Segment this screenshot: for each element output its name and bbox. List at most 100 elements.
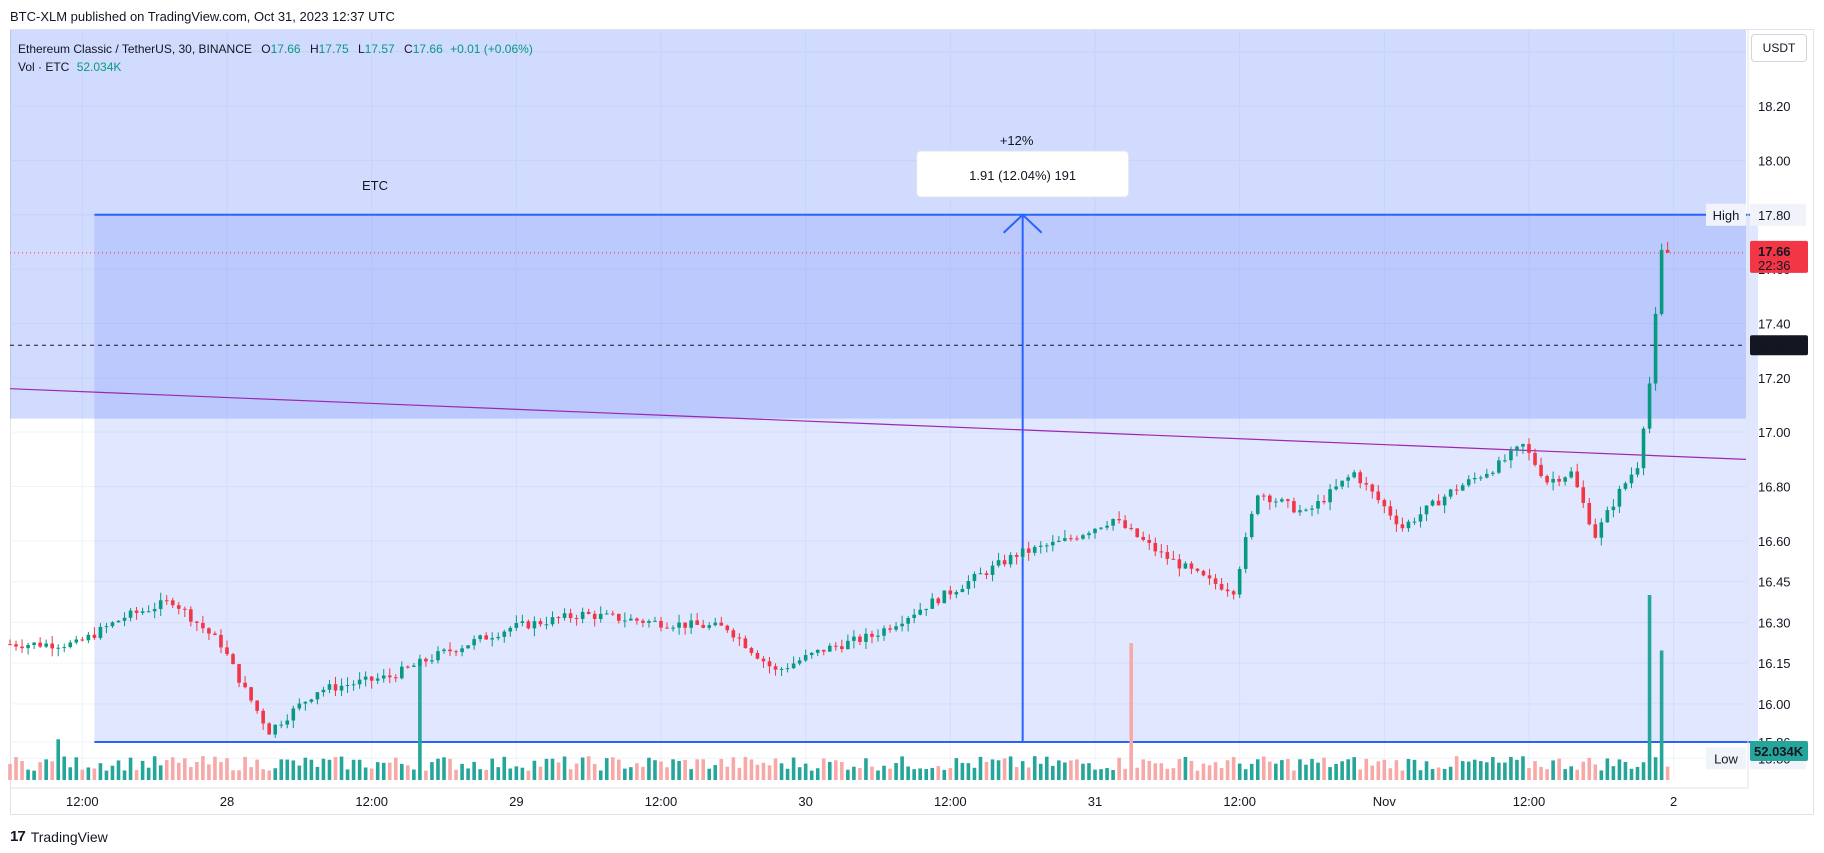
candle-body: [972, 573, 977, 582]
volume-bar: [623, 768, 627, 780]
legend-volume-label[interactable]: Vol · ETC: [18, 60, 70, 74]
candle-body: [1641, 428, 1646, 469]
crosshair-price-value: 17.32: [1758, 338, 1791, 353]
volume-bar: [924, 768, 929, 780]
candle-body: [201, 622, 205, 629]
candle-body: [876, 635, 880, 637]
candle-body: [291, 708, 296, 721]
volume-bar: [1454, 756, 1459, 780]
candle-body: [1442, 496, 1447, 506]
volume-bar: [1189, 760, 1194, 780]
tradingview-logo-icon: 17: [10, 828, 26, 845]
volume-bar: [472, 761, 476, 780]
volume-bar: [20, 760, 24, 780]
volume-bar: [26, 769, 30, 780]
volume-bar: [255, 759, 259, 780]
volume-bar: [80, 769, 85, 780]
volume-bar: [56, 739, 61, 780]
candle-body: [556, 617, 561, 619]
candle-body: [1539, 464, 1543, 477]
volume-bar: [574, 763, 579, 780]
candle-body: [954, 592, 959, 595]
volume-bar: [966, 763, 971, 780]
candle-body: [653, 620, 657, 622]
volume-bar: [207, 764, 211, 780]
legend-symbol[interactable]: Ethereum Classic / TetherUS, 30, BINANCE: [18, 42, 252, 56]
volume-bar: [556, 762, 561, 780]
volume-bar: [1460, 761, 1465, 780]
ticker-annotation: ETC: [362, 178, 388, 193]
candle-body: [1647, 383, 1652, 429]
volume-bar: [1599, 770, 1604, 780]
volume-bar: [1111, 769, 1115, 780]
volume-bar: [960, 762, 965, 780]
volume-bar: [92, 768, 97, 780]
volume-bar: [466, 768, 470, 780]
time-axis-tick: 12:00: [934, 794, 967, 809]
volume-bar: [1165, 768, 1170, 780]
candle-body: [164, 600, 169, 602]
candle-body: [1581, 487, 1586, 503]
volume-bar: [954, 758, 959, 780]
volume-bar: [164, 760, 169, 780]
candle-body: [261, 710, 265, 724]
price-axis-tick: 16.15: [1758, 656, 1791, 671]
volume-bar: [412, 769, 416, 780]
volume-bar: [219, 762, 223, 780]
candle-body: [659, 620, 663, 628]
volume-bar: [1171, 768, 1176, 780]
volume-bar: [309, 759, 314, 780]
legend-low: 17.57: [364, 42, 395, 56]
price-axis-tick: 18.20: [1758, 99, 1791, 114]
volume-bar: [1135, 767, 1139, 780]
volume-bar: [1207, 765, 1212, 780]
candle-body: [207, 628, 211, 634]
candle-body: [1298, 510, 1302, 513]
volume-bar: [1478, 761, 1483, 780]
candle-body: [249, 687, 253, 701]
candle-body: [128, 610, 133, 618]
candle-countdown: 22:36: [1758, 258, 1791, 273]
volume-bar: [1605, 758, 1610, 780]
low-marker-label: Low: [1714, 751, 1738, 766]
volume-bar: [8, 763, 12, 780]
candle-body: [635, 618, 639, 621]
currency-button[interactable]: USDT: [1751, 34, 1807, 62]
candle-body: [279, 724, 284, 726]
time-axis-tick: 12:00: [355, 794, 388, 809]
candle-body: [1394, 515, 1399, 525]
candle-body: [1219, 583, 1224, 590]
candle-body: [1503, 460, 1507, 462]
candle-body: [725, 625, 730, 631]
volume-bar: [870, 766, 874, 780]
candle-body: [623, 620, 627, 622]
chart-frame[interactable]: [10, 29, 1814, 815]
candle-body: [496, 636, 501, 639]
volume-bar: [942, 769, 947, 780]
volume-bar: [1008, 756, 1013, 780]
volume-bar: [1237, 763, 1242, 780]
volume-bar: [948, 767, 953, 780]
legend-change: +0.01 (+0.06%): [450, 42, 533, 56]
candle-body: [1623, 483, 1628, 489]
volume-bar: [68, 767, 73, 780]
volume-bar: [1286, 759, 1290, 780]
volume-bar: [610, 757, 615, 780]
candle-body: [309, 699, 314, 702]
volume-bar: [996, 760, 1001, 780]
candle-body: [592, 613, 597, 620]
candle-body: [1334, 486, 1338, 490]
volume-bar: [876, 770, 880, 780]
footer-brand[interactable]: 17 TradingView: [10, 828, 108, 845]
volume-bar: [1557, 758, 1561, 780]
volume-bar: [176, 762, 181, 780]
volume-bar: [1623, 761, 1628, 780]
candle-body: [610, 613, 615, 615]
candle-body: [827, 645, 832, 652]
volume-bar: [1123, 768, 1127, 780]
candle-body: [1436, 500, 1441, 506]
candle-body: [122, 617, 127, 621]
candle-body: [1376, 491, 1381, 501]
legend-high: 17.75: [318, 42, 349, 56]
